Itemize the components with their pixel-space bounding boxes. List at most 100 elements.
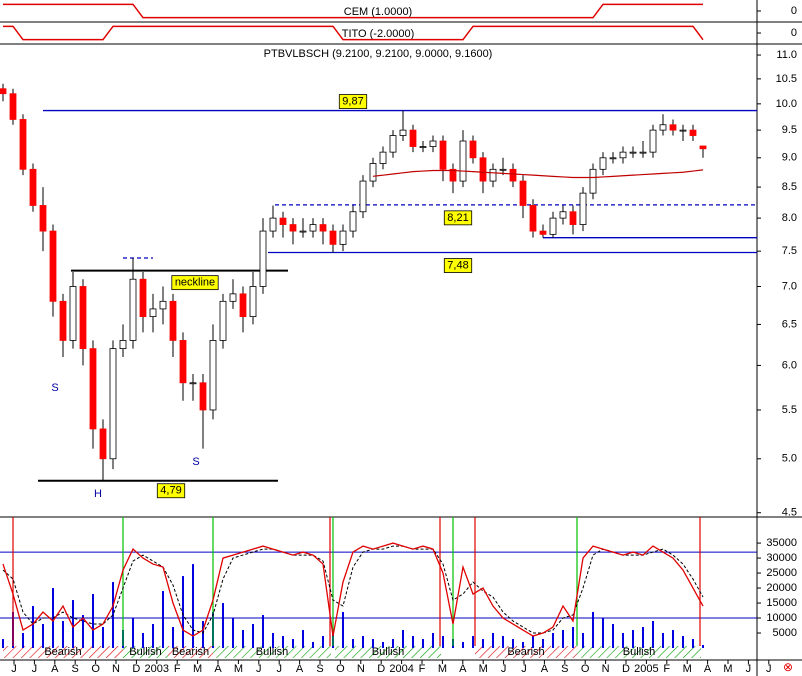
- volume-bar: [82, 615, 84, 648]
- volume-bar: [62, 621, 64, 648]
- candle-body: [499, 168, 507, 171]
- volume-bar: [402, 630, 404, 648]
- candle-body: [679, 129, 687, 132]
- y-tick-label: 10.5: [776, 73, 797, 85]
- close-icon[interactable]: ⊗: [783, 660, 793, 674]
- volume-bar: [582, 633, 584, 648]
- candle-body: [69, 286, 77, 341]
- volume-bar: [252, 624, 254, 648]
- y-tick-label: 8.0: [782, 212, 797, 224]
- volume-bar: [422, 639, 424, 648]
- volume-bar: [682, 636, 684, 648]
- y-tick-label: 15000: [766, 597, 797, 609]
- volume-bar: [442, 636, 444, 648]
- x-tick-label: O: [581, 663, 590, 675]
- candle-body: [279, 217, 287, 225]
- candle-body: [619, 151, 627, 159]
- candle-body: [309, 224, 317, 232]
- candle-body: [449, 168, 457, 182]
- candle-body: [639, 151, 647, 154]
- signal-line-curve: [2, 545, 704, 634]
- phase-band: [168, 646, 213, 658]
- pattern-label: S: [51, 382, 58, 394]
- candle-body: [139, 278, 147, 318]
- volume-bar: [622, 633, 624, 648]
- x-tick-label: O: [91, 663, 100, 675]
- phase-label: Bearish: [172, 646, 209, 658]
- x-tick-label: J: [32, 663, 38, 675]
- volume-bar: [372, 639, 374, 648]
- candle-body: [349, 211, 357, 232]
- volume-bar: [152, 624, 154, 648]
- level-label-box: [443, 258, 473, 273]
- x-tick-label: A: [51, 663, 59, 675]
- volume-bar: [232, 618, 234, 648]
- y-tick-label: 35000: [766, 537, 797, 549]
- candle-body: [49, 230, 57, 302]
- candle-body: [299, 230, 307, 233]
- candle-body: [649, 129, 657, 153]
- volume-bar: [92, 594, 94, 648]
- volume-bar: [542, 639, 544, 648]
- x-tick-label: N: [357, 663, 365, 675]
- candle-body: [419, 146, 427, 148]
- y-tick-label: 5.5: [782, 404, 797, 416]
- y-tick-label: 20000: [766, 582, 797, 594]
- level-label: 9,87: [338, 94, 368, 109]
- candle-body: [99, 428, 107, 460]
- volume-bar: [672, 630, 674, 648]
- candle-body: [149, 308, 157, 318]
- pattern-label: S: [192, 456, 199, 468]
- x-tick-label: N: [602, 663, 610, 675]
- x-tick-label: F: [663, 663, 670, 675]
- x-tick-label: S: [316, 663, 323, 675]
- y-tick-label: 0: [791, 27, 797, 39]
- candle-body: [579, 192, 587, 225]
- volume-bar: [512, 639, 514, 648]
- phase-label: Bearish: [44, 646, 81, 658]
- volume-bar: [702, 645, 704, 648]
- step-line: [3, 25, 704, 41]
- candle-body: [389, 135, 397, 153]
- level-label: 7,48: [443, 258, 473, 273]
- candle-body: [629, 151, 637, 154]
- candle-body: [159, 300, 167, 310]
- volume-bar: [652, 621, 654, 648]
- volume-bar: [102, 627, 104, 648]
- volume-bar: [282, 636, 284, 648]
- level-label: neckline: [171, 275, 219, 291]
- volume-bar: [22, 633, 24, 648]
- volume-bar: [182, 576, 184, 648]
- volume-bar: [302, 630, 304, 648]
- volume-bar: [572, 627, 574, 648]
- x-tick-label: J: [11, 663, 17, 675]
- y-tick-label: 5000: [773, 627, 797, 639]
- x-tick-label: M: [438, 663, 447, 675]
- candle-body: [19, 119, 27, 170]
- volume-bar: [202, 621, 204, 648]
- candle-body: [109, 348, 117, 460]
- chart-title: PTBVLBSCH (9.2100, 9.2100, 9.0000, 9.160…: [264, 48, 493, 60]
- y-tick-label: 6.0: [782, 359, 797, 371]
- candle-body: [29, 168, 37, 206]
- candle-body: [339, 230, 347, 245]
- volume-bar: [272, 633, 274, 648]
- volume-bar: [2, 639, 4, 648]
- x-tick-label: F: [419, 663, 426, 675]
- volume-bar: [632, 630, 634, 648]
- y-tick-label: 7.5: [782, 245, 797, 257]
- volume-bar: [532, 636, 534, 648]
- candle-body: [9, 93, 17, 120]
- candle-body: [529, 205, 537, 232]
- volume-bar: [642, 627, 644, 648]
- candle-body: [459, 140, 467, 182]
- volume-bar: [262, 615, 264, 648]
- volume-bar: [32, 606, 34, 648]
- volume-bar: [382, 642, 384, 648]
- volume-bar: [292, 639, 294, 648]
- level-label-box: [443, 210, 473, 226]
- x-tick-label: A: [459, 663, 467, 675]
- x-tick-label: J: [276, 663, 282, 675]
- candle-body: [659, 124, 667, 131]
